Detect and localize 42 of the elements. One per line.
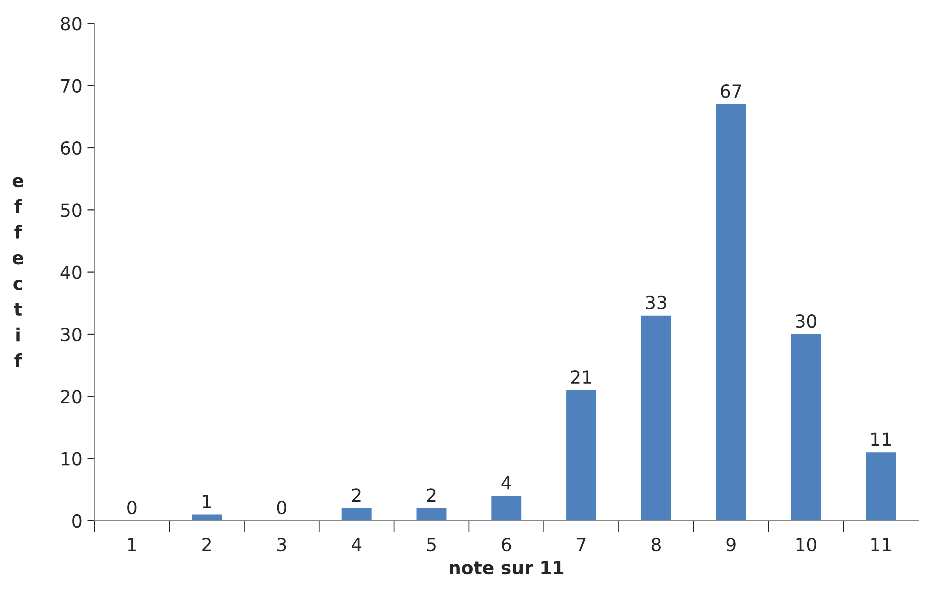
x-tick-label: 2 bbox=[202, 538, 211, 552]
data-label: 67 bbox=[721, 84, 742, 98]
x-axis-title: note sur 11 bbox=[450, 561, 564, 575]
y-tick-label: 60 bbox=[61, 141, 82, 156]
y-tick-label: 30 bbox=[61, 328, 82, 342]
bar bbox=[492, 496, 522, 521]
x-tick-label: 8 bbox=[652, 538, 661, 552]
x-tick-label: 5 bbox=[427, 538, 436, 552]
data-label: 0 bbox=[128, 501, 137, 515]
x-tick-label: 9 bbox=[726, 538, 736, 552]
data-label: 33 bbox=[646, 296, 666, 310]
bar bbox=[342, 508, 372, 521]
data-label: 0 bbox=[277, 501, 286, 515]
bar bbox=[416, 508, 447, 521]
bar bbox=[641, 316, 672, 521]
x-tick-label: 6 bbox=[502, 538, 512, 552]
data-label: 1 bbox=[203, 495, 212, 508]
y-tick-label: 0 bbox=[72, 514, 82, 528]
x-tick-label: 10 bbox=[796, 538, 817, 552]
data-label: 30 bbox=[796, 314, 817, 328]
bar bbox=[716, 104, 746, 521]
y-tick-label: 40 bbox=[60, 266, 82, 280]
y-axis-title: effectif bbox=[12, 177, 24, 368]
x-tick-label: 7 bbox=[577, 538, 586, 552]
y-tick-label: 70 bbox=[61, 79, 82, 93]
data-label: 2 bbox=[352, 488, 361, 502]
x-tick-label: 3 bbox=[278, 538, 286, 552]
y-tick-label: 50 bbox=[61, 204, 82, 218]
bar bbox=[192, 514, 222, 521]
y-tick-label: 20 bbox=[61, 390, 82, 404]
x-tick-label: 11 bbox=[872, 538, 891, 552]
x-tick-label: 1 bbox=[128, 538, 136, 552]
data-label: 21 bbox=[571, 370, 592, 384]
bar bbox=[866, 452, 896, 521]
bar bbox=[791, 334, 822, 521]
data-label: 2 bbox=[427, 488, 436, 502]
y-tick-label: 80 bbox=[61, 17, 82, 31]
y-tick-label: 10 bbox=[62, 452, 82, 466]
bar bbox=[566, 390, 597, 521]
data-label: 11 bbox=[872, 432, 891, 446]
data-label: 4 bbox=[502, 476, 512, 490]
x-tick-label: 4 bbox=[352, 538, 362, 552]
